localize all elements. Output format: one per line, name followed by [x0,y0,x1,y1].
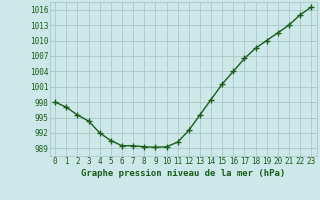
X-axis label: Graphe pression niveau de la mer (hPa): Graphe pression niveau de la mer (hPa) [81,169,285,178]
